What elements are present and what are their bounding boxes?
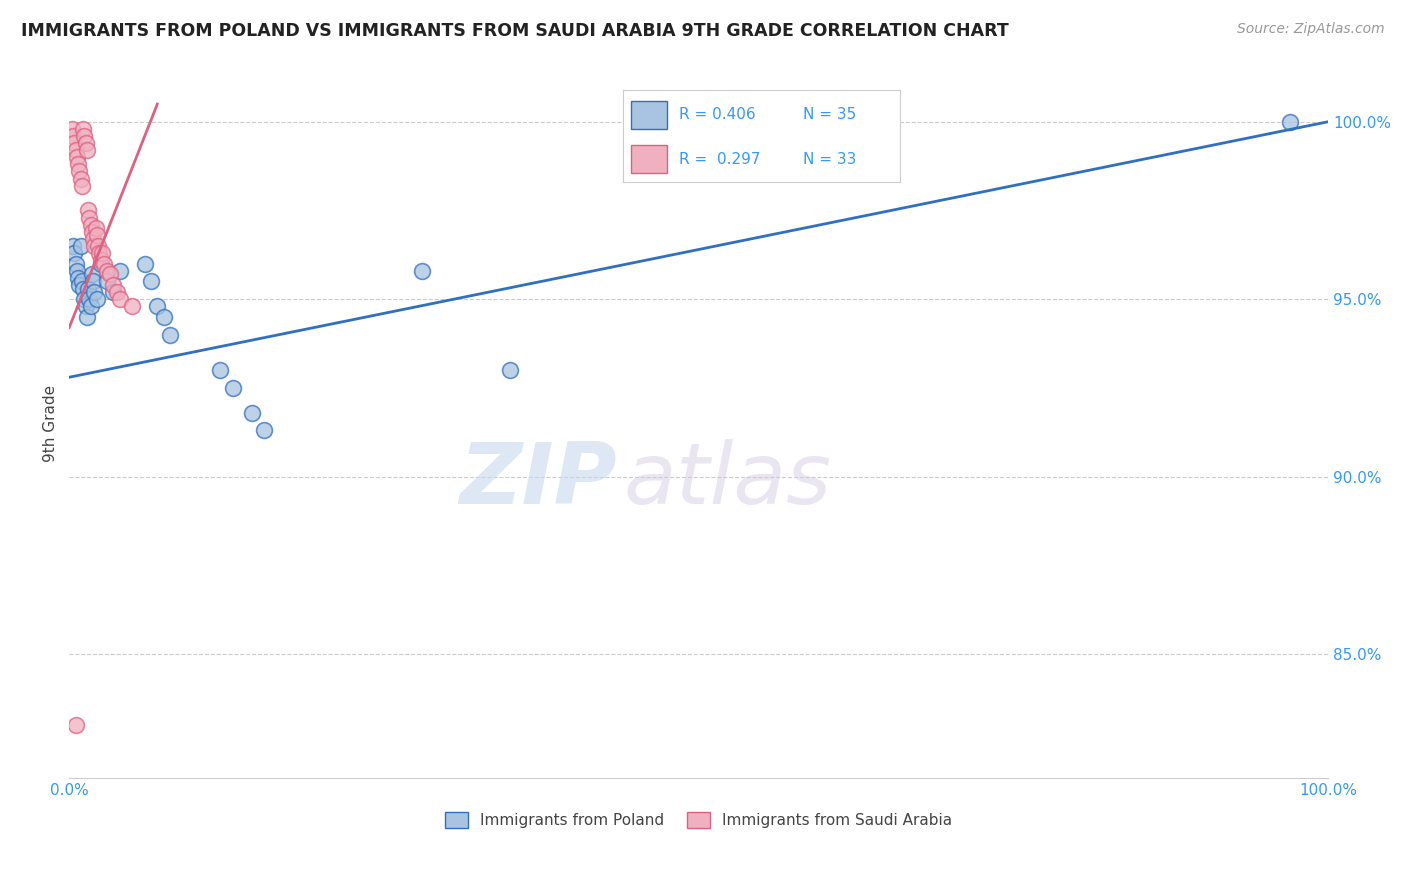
Point <box>79 211 101 225</box>
Text: ZIP: ZIP <box>460 439 617 522</box>
Point <box>86 228 108 243</box>
Y-axis label: 9th Grade: 9th Grade <box>44 384 58 462</box>
Point <box>70 178 93 193</box>
Point <box>66 264 89 278</box>
Point <box>87 239 110 253</box>
Point <box>79 299 101 313</box>
Point <box>96 264 118 278</box>
Point <box>69 171 91 186</box>
Point <box>76 310 98 324</box>
Point <box>66 150 89 164</box>
Point <box>83 285 105 299</box>
Point <box>96 275 118 289</box>
Point <box>62 128 84 143</box>
Point <box>72 121 94 136</box>
Point <box>75 136 97 150</box>
Legend: Immigrants from Poland, Immigrants from Saudi Arabia: Immigrants from Poland, Immigrants from … <box>439 806 959 834</box>
Point <box>86 292 108 306</box>
Point <box>146 299 169 313</box>
Point <box>82 232 104 246</box>
Point <box>90 257 112 271</box>
Point <box>60 121 83 136</box>
Point <box>152 310 174 324</box>
Point <box>139 275 162 289</box>
Point <box>121 299 143 313</box>
Point <box>222 381 245 395</box>
Point <box>108 292 131 306</box>
Point <box>89 246 111 260</box>
Point <box>134 257 156 271</box>
Point <box>75 299 97 313</box>
Point <box>411 264 433 278</box>
Point <box>65 257 87 271</box>
Text: Source: ZipAtlas.com: Source: ZipAtlas.com <box>1237 22 1385 37</box>
Point <box>83 239 105 253</box>
Point <box>79 218 101 232</box>
Point <box>63 136 86 150</box>
Point <box>159 327 181 342</box>
Point <box>105 285 128 299</box>
Point <box>84 221 107 235</box>
Point <box>67 277 90 292</box>
Text: atlas: atlas <box>623 439 831 522</box>
Point <box>67 157 90 171</box>
Point <box>91 246 114 260</box>
Point <box>82 275 104 289</box>
Point <box>63 246 86 260</box>
Point <box>70 275 93 289</box>
Point <box>1279 114 1302 128</box>
Point <box>65 143 87 157</box>
Point <box>253 424 276 438</box>
Point <box>73 292 96 306</box>
Point <box>103 277 125 292</box>
Text: IMMIGRANTS FROM POLAND VS IMMIGRANTS FROM SAUDI ARABIA 9TH GRADE CORRELATION CHA: IMMIGRANTS FROM POLAND VS IMMIGRANTS FRO… <box>21 22 1010 40</box>
Point <box>77 203 100 218</box>
Point <box>108 264 131 278</box>
Point <box>65 718 87 732</box>
Point <box>69 239 91 253</box>
Point <box>240 406 263 420</box>
Point <box>90 253 112 268</box>
Point <box>76 143 98 157</box>
Point <box>80 225 103 239</box>
Point <box>67 271 90 285</box>
Point <box>499 363 522 377</box>
Point <box>103 285 125 299</box>
Point <box>80 268 103 282</box>
Point <box>77 281 100 295</box>
Point <box>73 128 96 143</box>
Point <box>72 281 94 295</box>
Point <box>93 257 115 271</box>
Point <box>62 239 84 253</box>
Point <box>79 292 101 306</box>
Point <box>67 164 90 178</box>
Point <box>209 363 232 377</box>
Point <box>98 268 121 282</box>
